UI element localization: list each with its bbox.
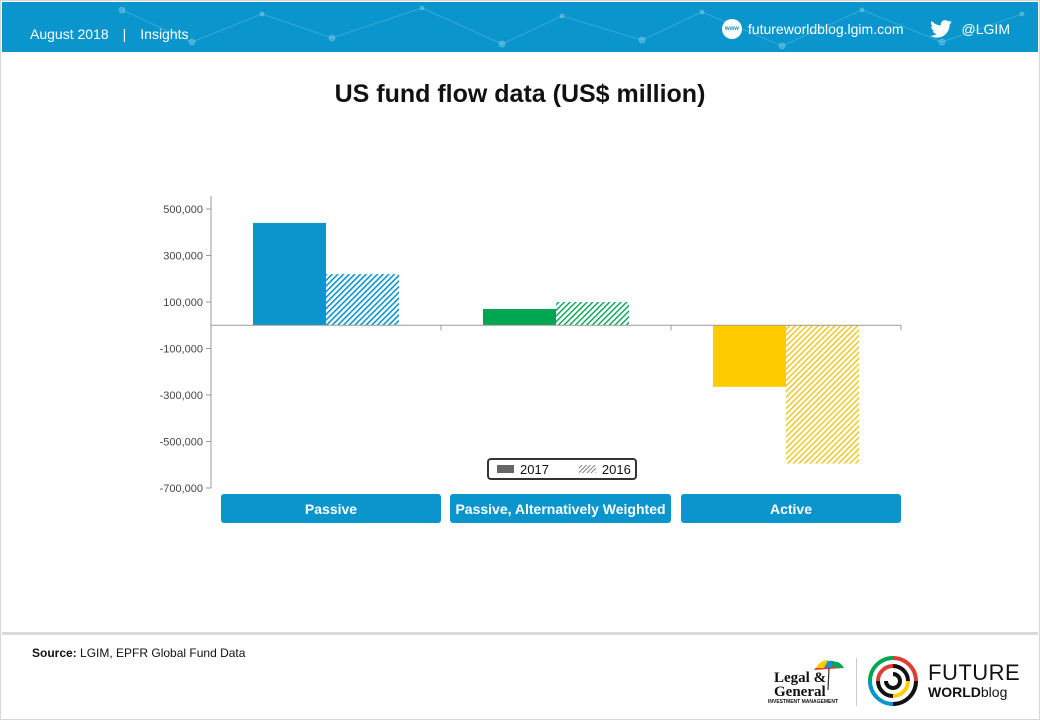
twitter-icon[interactable] xyxy=(929,20,952,38)
network-pattern-decoration xyxy=(118,5,1025,50)
footer-divider xyxy=(2,632,1038,635)
lg-line3: INVESTMENT MANAGEMENT xyxy=(768,699,838,705)
y-tick-label: 100,000 xyxy=(163,297,203,309)
category-label-passive-alternatively-weighted: Passive, Alternatively Weighted xyxy=(450,494,671,523)
y-tick-label: -700,000 xyxy=(160,483,203,495)
umbrella-icon xyxy=(814,660,844,691)
header-section: Insights xyxy=(140,26,189,42)
category-label-passive: Passive xyxy=(221,494,441,523)
future-world-icon xyxy=(868,656,918,706)
source-note: Source: LGIM, EPFR Global Fund Data xyxy=(32,646,245,660)
y-tick-label: 500,000 xyxy=(163,204,203,216)
twitter-handle[interactable]: @LGIM xyxy=(961,21,1010,37)
blog-word: blog xyxy=(980,684,1008,700)
bar-passive-alternatively-weighted-2016 xyxy=(556,302,629,326)
bar-passive-2017 xyxy=(253,222,326,326)
bars xyxy=(253,222,859,464)
chart-legend: 2017 2016 xyxy=(487,458,637,480)
bar-passive-alternatively-weighted-2017 xyxy=(483,308,556,326)
y-tick-label: -300,000 xyxy=(160,390,203,402)
bar-active-2017 xyxy=(713,325,786,387)
y-tick-label: 300,000 xyxy=(163,251,203,263)
future-world-wordmark: FUTURE xyxy=(928,660,1021,685)
lg-line1: Legal & xyxy=(774,670,827,686)
legend-swatch-solid xyxy=(497,465,514,473)
legend-label-2017: 2017 xyxy=(520,461,549,477)
header-bar: August 2018 | Insights www futureworldblog… xyxy=(2,2,1038,52)
header-left: August 2018 | Insights xyxy=(30,26,189,42)
source-text: LGIM, EPFR Global Fund Data xyxy=(80,646,246,660)
web-icon-label: www xyxy=(724,26,739,32)
legend-swatch-hatched xyxy=(578,465,596,473)
future-world-subwordmark: WORLDblog xyxy=(928,684,1007,700)
header-separator: | xyxy=(122,26,127,42)
header-right: www futureworldblog.lgim.com @LGIM xyxy=(721,19,1010,39)
category-label-active: Active xyxy=(681,494,901,523)
chart-title: US fund flow data (US$ million) xyxy=(334,80,706,108)
legend-item-2016: 2016 xyxy=(578,461,631,477)
legend-item-2017: 2017 xyxy=(497,462,549,477)
web-icon: www xyxy=(721,19,742,39)
legend-label-2016: 2016 xyxy=(601,461,631,477)
header-date: August 2018 xyxy=(30,26,109,42)
y-axis: 500,000 300,000 100,000 -100,000 -300,000 -50… xyxy=(160,196,212,495)
legal-general-logo: Legal & General INVESTMENT MANAGEMENT xyxy=(768,656,848,706)
bar-passive-2016 xyxy=(326,274,399,326)
bar-active-2016 xyxy=(786,325,859,464)
website-link[interactable]: futureworldblog.lgim.com xyxy=(747,21,904,37)
y-tick-label: -500,000 xyxy=(160,437,203,449)
world-word: WORLD xyxy=(928,684,981,700)
logo-divider xyxy=(856,658,857,706)
x-axis xyxy=(210,324,902,331)
source-label: Source: xyxy=(32,646,77,660)
lg-line2: General xyxy=(774,684,826,700)
y-tick-label: -100,000 xyxy=(160,344,203,356)
